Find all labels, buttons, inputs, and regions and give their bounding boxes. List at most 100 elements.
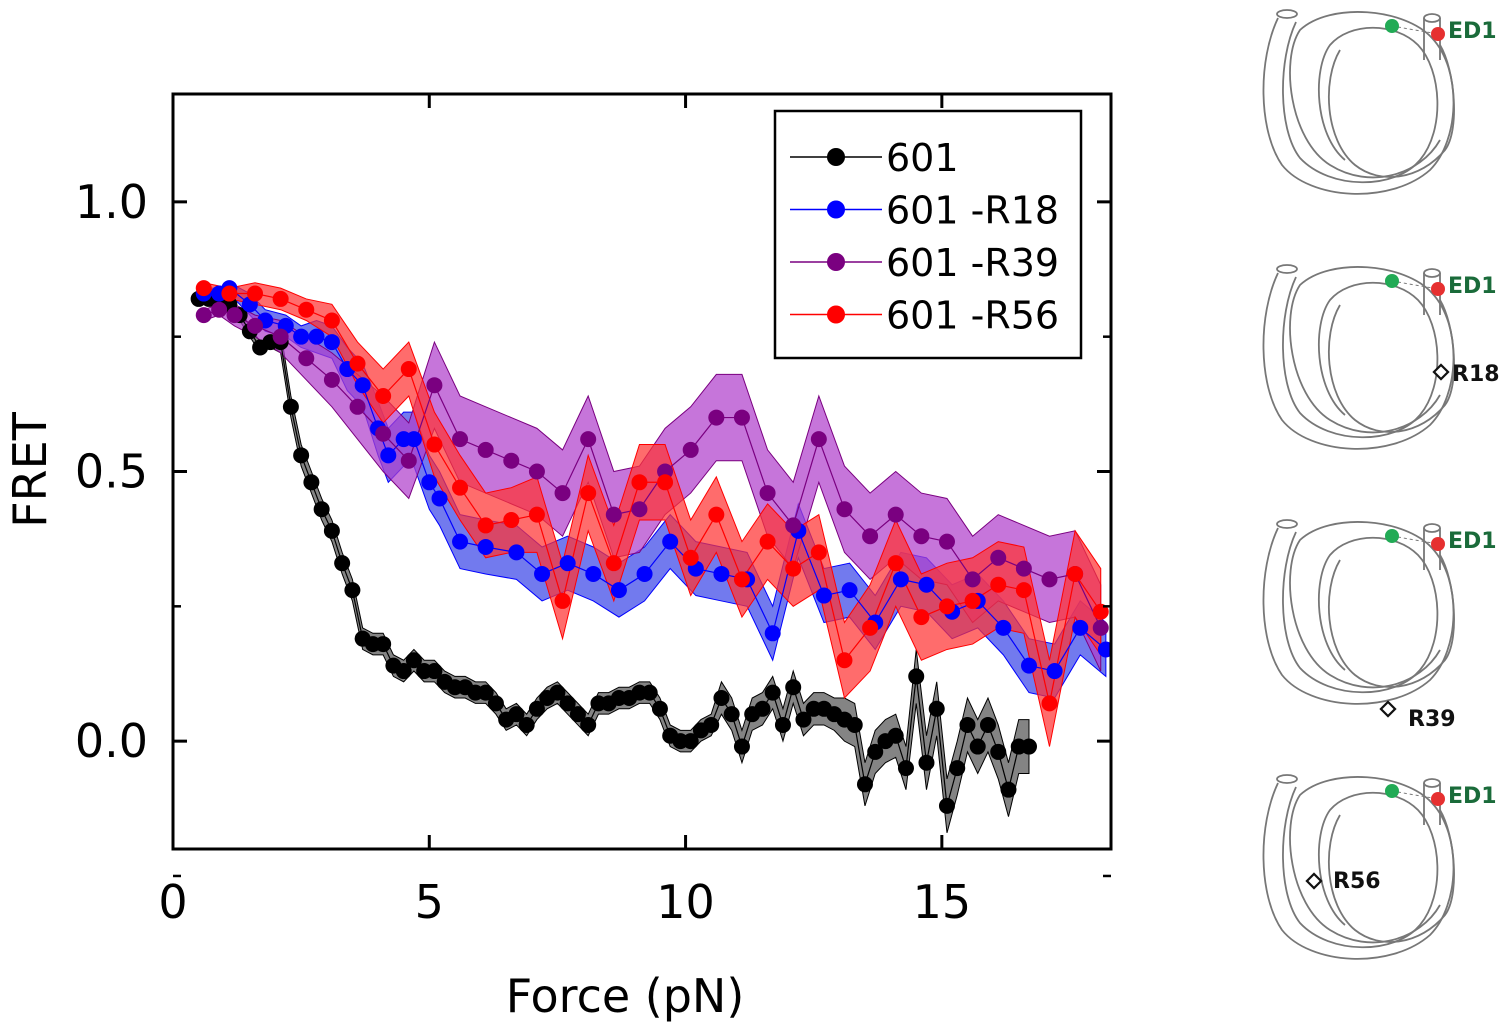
data-point <box>272 328 289 345</box>
legend-label: 601 -R39 <box>886 241 1059 285</box>
dna-coil-middle <box>1282 21 1439 184</box>
r39-marker-icon <box>1379 700 1397 718</box>
data-point <box>226 307 243 324</box>
data-point <box>1092 603 1109 620</box>
y-axis: 0.0 0.5 1.0 <box>75 175 1111 878</box>
data-point <box>528 700 545 717</box>
legend-marker <box>827 253 845 271</box>
data-point <box>892 571 909 588</box>
data-point <box>631 501 648 518</box>
data-point <box>928 700 945 717</box>
x-axis: 0 5 10 15 <box>158 94 971 929</box>
data-point <box>733 571 750 588</box>
data-point <box>764 625 781 642</box>
data-point <box>1072 619 1089 636</box>
acceptor-dye <box>1431 792 1445 806</box>
data-point <box>298 301 315 318</box>
r18-label: R18 <box>1452 362 1500 387</box>
data-point <box>554 485 571 502</box>
fret-pair-label: ED1 <box>1448 529 1497 554</box>
data-point <box>528 506 545 523</box>
data-point <box>395 663 412 680</box>
data-point <box>990 743 1007 760</box>
nucleosome-diagram-3: ED1 <box>1262 519 1497 705</box>
data-point <box>682 733 699 750</box>
data-point <box>221 285 238 302</box>
y-axis-label: FRET <box>3 411 57 527</box>
y-tick-label: 0.0 <box>75 714 148 768</box>
data-point <box>815 587 832 604</box>
dna-coil-middle <box>1282 531 1439 694</box>
data-point <box>913 609 930 626</box>
data-point <box>836 501 853 518</box>
data-point <box>1097 641 1111 658</box>
data-point <box>641 684 658 701</box>
nucleosome-diagram-2: ED1 <box>1262 264 1497 450</box>
fret-link <box>1391 790 1439 800</box>
data-point <box>580 716 597 733</box>
data-point <box>682 549 699 566</box>
data-point <box>862 619 879 636</box>
chart: 0 5 10 15 0.0 0.5 1.0 Force (pN) FRET 601 601 … <box>3 92 1113 1023</box>
data-point <box>605 555 622 572</box>
data-point <box>375 636 392 653</box>
legend-label: 601 -R18 <box>886 189 1059 233</box>
data-point <box>708 506 725 523</box>
data-point <box>1046 663 1063 680</box>
data-point <box>323 334 340 351</box>
data-point <box>949 760 966 777</box>
data-point <box>534 565 551 582</box>
data-point <box>195 280 212 297</box>
acceptor-dye <box>1431 27 1445 41</box>
data-point <box>774 716 791 733</box>
data-point <box>298 350 315 367</box>
dna-coil-middle <box>1282 786 1439 949</box>
error-bands <box>198 282 1107 833</box>
data-point <box>313 501 330 518</box>
data-points <box>190 280 1111 814</box>
legend: 601 601 -R18 601 -R39 601 -R56 <box>773 109 1083 360</box>
data-point <box>964 571 981 588</box>
data-point <box>293 447 310 464</box>
data-point <box>426 663 443 680</box>
dna-end-right <box>1423 778 1441 788</box>
data-point <box>651 700 668 717</box>
data-point <box>995 619 1012 636</box>
data-point <box>1020 657 1037 674</box>
data-point <box>323 312 340 329</box>
data-point <box>1000 781 1017 798</box>
data-point <box>713 690 730 706</box>
data-point <box>1041 571 1058 588</box>
dna-end-left <box>1276 774 1298 784</box>
data-point <box>508 706 525 723</box>
data-point <box>405 431 422 448</box>
data-point <box>846 716 863 733</box>
data-point <box>918 754 935 771</box>
data-point <box>887 727 904 744</box>
data-point <box>303 474 320 491</box>
fret-link <box>1391 535 1439 545</box>
data-point <box>487 695 504 712</box>
data-point <box>959 716 976 733</box>
dna-end-left <box>1276 9 1298 19</box>
data-point <box>662 533 679 550</box>
data-point <box>682 441 699 458</box>
data-point <box>1015 582 1032 599</box>
data-point <box>938 598 955 615</box>
data-point <box>554 592 571 609</box>
data-point <box>657 474 674 491</box>
x-axis-label: Force (pN) <box>506 969 745 1023</box>
x-tick-label: 5 <box>415 875 444 929</box>
data-point <box>856 776 873 793</box>
r56-label: R56 <box>1333 869 1381 894</box>
data-point <box>195 307 212 324</box>
data-point <box>431 490 448 507</box>
dna-coil-outer <box>1262 11 1455 195</box>
data-point <box>918 576 935 593</box>
data-point <box>913 528 930 545</box>
data-point <box>754 700 771 717</box>
dna-coil-outer <box>1262 776 1455 960</box>
data-point <box>1015 560 1032 577</box>
data-point <box>887 506 904 523</box>
